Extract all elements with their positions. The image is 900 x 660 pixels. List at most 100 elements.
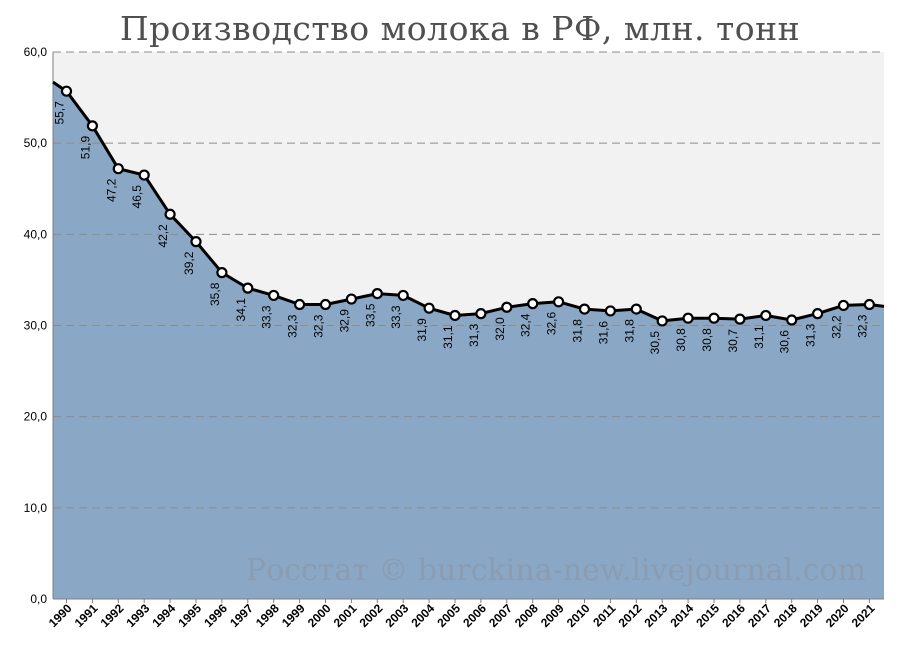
data-label: 31,8 xyxy=(571,319,585,343)
data-label: 31,8 xyxy=(622,319,636,343)
data-point xyxy=(423,302,435,314)
x-tick-label: 2000 xyxy=(305,601,334,630)
x-tick-label: 1999 xyxy=(279,601,308,630)
data-label: 31,6 xyxy=(596,321,610,345)
data-point xyxy=(164,208,176,220)
data-point xyxy=(656,315,668,327)
data-label: 32,0 xyxy=(493,317,507,341)
data-label: 31,3 xyxy=(804,323,818,347)
x-tick-label: 2006 xyxy=(460,601,489,630)
chart-title: Производство молока в РФ, млн. тонн xyxy=(120,9,800,48)
data-label: 30,6 xyxy=(778,330,792,354)
data-point xyxy=(734,313,746,325)
data-label: 31,3 xyxy=(467,323,481,347)
data-point xyxy=(708,312,720,324)
data-label: 35,8 xyxy=(208,282,222,306)
x-tick-label: 1998 xyxy=(253,601,282,630)
data-label: 33,5 xyxy=(363,303,377,327)
data-label: 30,7 xyxy=(726,329,740,353)
data-label: 32,3 xyxy=(286,314,300,338)
data-point xyxy=(552,296,565,308)
data-point xyxy=(501,301,513,313)
data-point xyxy=(112,163,124,175)
data-label: 30,8 xyxy=(700,328,714,352)
data-label: 34,1 xyxy=(234,298,248,322)
data-point xyxy=(190,236,202,248)
y-tick-label: 40,0 xyxy=(24,227,48,241)
x-tick-label: 2016 xyxy=(719,601,748,630)
data-label: 42,2 xyxy=(156,224,170,248)
y-tick-label: 30,0 xyxy=(24,319,48,333)
x-tick-label: 2015 xyxy=(693,601,722,630)
x-tick-label: 2020 xyxy=(823,601,852,630)
x-tick-label: 1994 xyxy=(149,601,178,630)
data-label: 32,9 xyxy=(337,309,351,333)
data-point xyxy=(863,298,876,311)
data-label: 32,3 xyxy=(312,314,326,338)
data-label: 32,6 xyxy=(545,311,559,335)
series-area xyxy=(53,82,884,600)
x-tick-label: 1993 xyxy=(124,601,153,630)
data-point xyxy=(345,293,357,305)
x-tick-label: 2009 xyxy=(538,601,567,630)
x-tick-label: 2018 xyxy=(771,601,800,630)
data-label: 32,3 xyxy=(855,314,869,338)
x-tick-label: 2012 xyxy=(616,601,645,630)
y-tick-label: 20,0 xyxy=(24,410,48,424)
data-label: 33,3 xyxy=(260,305,274,329)
x-tick-label: 2021 xyxy=(849,601,878,630)
data-point xyxy=(60,85,73,97)
data-point xyxy=(449,309,461,322)
x-tick-label: 2017 xyxy=(745,601,774,630)
data-point xyxy=(578,303,591,315)
data-point xyxy=(397,289,409,302)
x-tick-label: 1991 xyxy=(72,601,101,630)
x-tick-label: 2005 xyxy=(434,601,463,630)
x-tick-label: 2008 xyxy=(512,601,541,630)
data-point xyxy=(268,289,280,302)
data-label: 39,2 xyxy=(182,251,196,275)
y-tick-label: 0,0 xyxy=(30,592,47,606)
x-tick-label: 2003 xyxy=(383,601,412,630)
x-tick-label: 1995 xyxy=(175,601,204,630)
watermark: Росстат © burckina-new.livejournal.com xyxy=(246,553,866,588)
x-tick-label: 2007 xyxy=(486,601,515,630)
data-label: 47,2 xyxy=(104,178,118,202)
x-tick-label: 2004 xyxy=(408,601,437,630)
data-point xyxy=(294,298,306,311)
x-tick-label: 1996 xyxy=(201,601,230,630)
y-tick-label: 10,0 xyxy=(24,501,48,515)
data-label: 31,1 xyxy=(752,325,766,349)
x-tick-label: 2019 xyxy=(797,601,826,630)
x-tick-label: 2011 xyxy=(590,601,619,630)
data-point xyxy=(630,303,642,315)
data-label: 46,5 xyxy=(130,185,144,209)
data-point xyxy=(760,309,772,322)
y-tick-label: 50,0 xyxy=(24,136,48,150)
data-label: 30,8 xyxy=(674,328,688,352)
data-label: 55,7 xyxy=(53,101,67,125)
data-label: 31,1 xyxy=(441,325,455,349)
data-label: 32,2 xyxy=(830,315,844,339)
data-point xyxy=(242,282,254,294)
x-tick-label: 2013 xyxy=(642,601,671,630)
data-label: 30,5 xyxy=(648,331,662,355)
data-point xyxy=(604,305,617,317)
data-label: 32,4 xyxy=(519,313,533,337)
plot-area: 0,010,020,030,040,050,060,01990199119921… xyxy=(24,45,885,630)
x-tick-label: 2002 xyxy=(357,601,386,630)
x-tick-label: 2010 xyxy=(564,601,593,630)
data-point xyxy=(138,169,150,181)
x-tick-label: 1990 xyxy=(46,601,75,630)
x-tick-label: 2001 xyxy=(331,601,360,630)
data-point xyxy=(216,267,228,279)
data-label: 33,3 xyxy=(389,305,403,329)
data-point xyxy=(837,299,850,312)
data-point xyxy=(86,120,99,132)
x-tick-label: 1992 xyxy=(98,601,127,630)
data-label: 31,9 xyxy=(415,318,429,342)
data-label: 51,9 xyxy=(78,136,92,160)
y-tick-label: 60,0 xyxy=(24,45,48,59)
data-point xyxy=(475,308,487,320)
